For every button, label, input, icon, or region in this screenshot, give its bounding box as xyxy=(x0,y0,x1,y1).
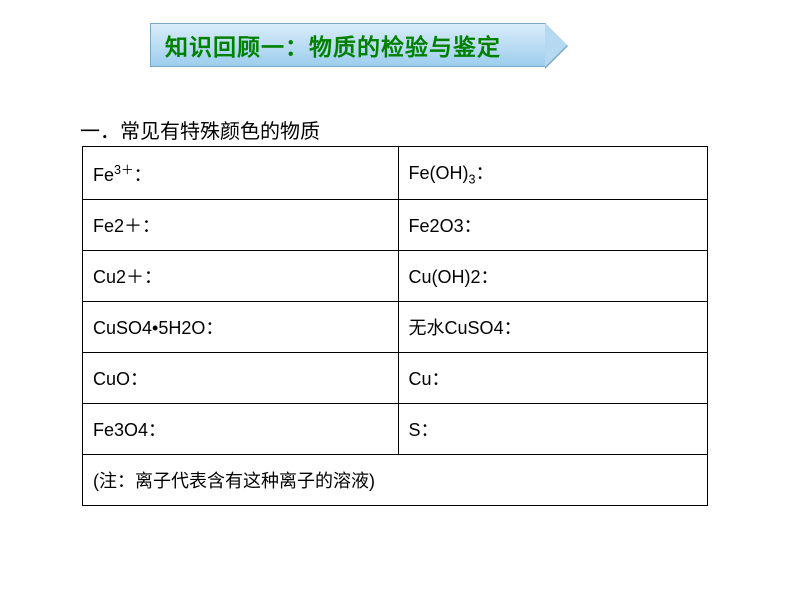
table-row: Fe3O4： S： xyxy=(83,404,708,455)
table-row: Fe3＋： Fe(OH)3： xyxy=(83,147,708,200)
table-cell: CuSO4•5H2O： xyxy=(83,302,399,353)
table-row: Fe2＋： Fe2O3： xyxy=(83,200,708,251)
table-cell: Fe(OH)3： xyxy=(398,147,707,200)
header-title: 知识回顾一：物质的检验与鉴定 xyxy=(165,28,501,62)
table-cell: Cu： xyxy=(398,353,707,404)
table-cell: 无水CuSO4： xyxy=(398,302,707,353)
header-banner: 知识回顾一：物质的检验与鉴定 xyxy=(150,23,546,67)
substances-table: Fe3＋： Fe(OH)3： Fe2＋： Fe2O3： Cu2＋： Cu(OH)… xyxy=(82,146,708,506)
table-cell: CuO： xyxy=(83,353,399,404)
table-row: CuO： Cu： xyxy=(83,353,708,404)
table-note-row: (注：离子代表含有这种离子的溶液) xyxy=(83,455,708,506)
table-cell: Fe3＋： xyxy=(83,147,399,200)
table-cell: Cu(OH)2： xyxy=(398,251,707,302)
table-cell: Fe2O3： xyxy=(398,200,707,251)
table-cell: S： xyxy=(398,404,707,455)
table-row: Cu2＋： Cu(OH)2： xyxy=(83,251,708,302)
table-cell: Cu2＋： xyxy=(83,251,399,302)
table-cell: Fe3O4： xyxy=(83,404,399,455)
table-note-cell: (注：离子代表含有这种离子的溶液) xyxy=(83,455,708,506)
table-row: CuSO4•5H2O： 无水CuSO4： xyxy=(83,302,708,353)
section-title: 一．常见有特殊颜色的物质 xyxy=(80,115,320,144)
table-cell: Fe2＋： xyxy=(83,200,399,251)
